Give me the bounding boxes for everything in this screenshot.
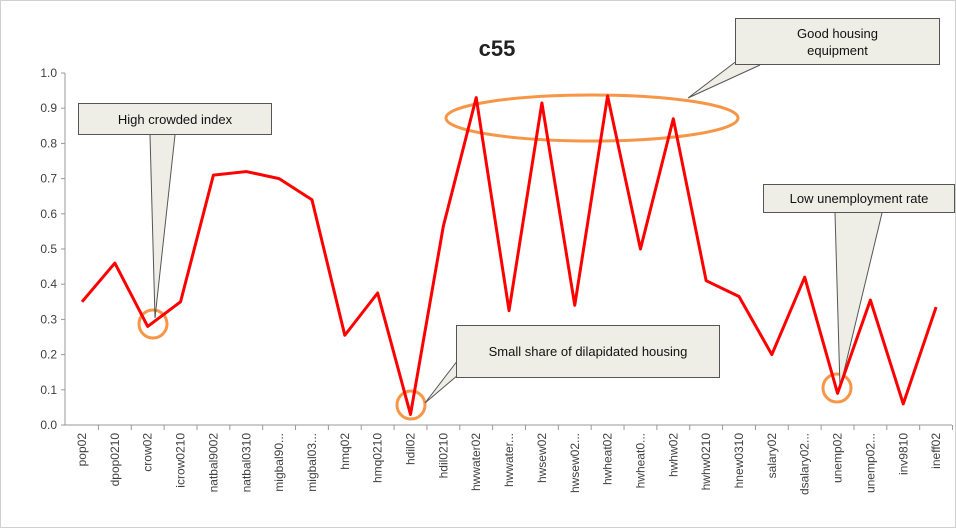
x-tick-label: hmq02 [338,433,352,470]
x-tick-label: hwwater02 [469,433,483,491]
x-tick-label: dsalary02... [798,433,812,495]
x-tick-label: hwhw0210 [699,433,713,491]
x-tick-label: ineff02 [929,433,943,469]
y-tick-label: 0.2 [40,348,57,362]
y-tick-label: 0.3 [40,312,57,326]
y-tick-label: 0.4 [40,277,57,291]
x-tick-label: hmq0210 [371,433,385,483]
highlight-circle [395,389,427,421]
y-tick-label: 0.6 [40,207,57,221]
x-tick-label: hdil02 [404,433,418,465]
x-tick-label: hwsew02... [568,433,582,493]
x-tick-label: hwhw02 [666,433,680,477]
x-tick-label: natbal0310 [239,433,253,493]
x-tick-label: hwheat02 [601,433,615,485]
y-tick-label: 0.7 [40,172,57,186]
x-tick-label: migbal90... [272,433,286,492]
callout: Low unemployment rate [763,184,955,213]
x-tick-label: hwwater... [502,433,516,487]
y-tick-label: 1.0 [40,66,57,80]
callout: High crowded index [78,103,272,135]
x-tick-label: hwheat0... [633,433,647,488]
highlight-ellipse [444,93,740,143]
callout-pointer [424,359,459,404]
x-tick-label: unemp02 [831,433,845,483]
y-tick-label: 0.5 [40,242,57,256]
highlight-circle [821,372,853,404]
callout-pointer [687,59,761,99]
x-tick-label: migbal03... [305,433,319,492]
y-tick-label: 0.0 [40,418,57,432]
x-tick-label: hwsew02 [535,433,549,483]
x-tick-label: pop02 [75,433,89,467]
data-line [80,94,938,416]
x-tick-label: unemp02... [863,433,877,493]
callout: Small share of dilapidated housing [456,325,720,378]
y-tick-label: 0.9 [40,101,57,115]
x-tick-label: crow02 [141,433,155,472]
y-tick-label: 0.8 [40,136,57,150]
chart-title: c55 [479,36,516,61]
callout-pointer [149,134,176,319]
x-tick-label: salary02 [765,433,779,479]
x-tick-label: natbal9002 [206,433,220,493]
x-tick-label: hdil0210 [436,433,450,479]
highlight-circle [137,308,169,340]
x-tick-label: inv9810 [896,433,910,475]
x-tick-label: dpop0210 [108,433,122,487]
y-tick-label: 0.1 [40,383,57,397]
x-tick-label: hnew0310 [732,433,746,489]
x-tick-label: icrow0210 [174,433,188,488]
callout: Good housing equipment [735,18,940,65]
